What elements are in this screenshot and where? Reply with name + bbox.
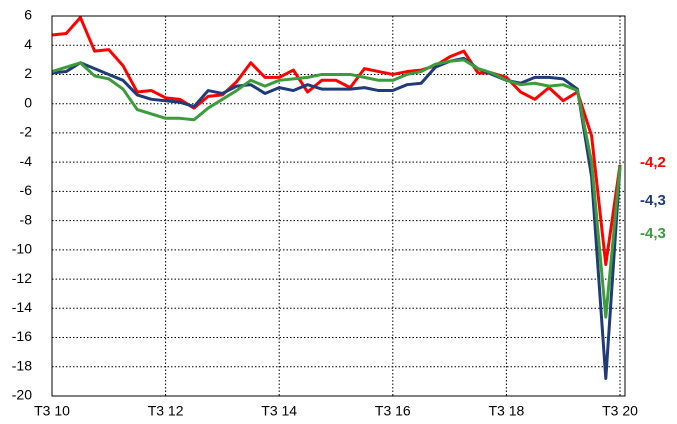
y-tick-label: 6: [24, 7, 32, 23]
lines: [51, 15, 622, 380]
y-tick-label: -4: [20, 153, 33, 169]
y-tick-label: -18: [12, 357, 32, 373]
y-tick-label: -20: [12, 387, 32, 403]
x-tick-label: T3 16: [375, 403, 411, 419]
y-tick-label: 0: [24, 94, 32, 110]
x-tick-label: T3 18: [488, 403, 524, 419]
y-tick-label: -10: [12, 241, 32, 257]
y-tick-label: 4: [24, 36, 32, 52]
y-tick-label: -2: [20, 124, 33, 140]
series-line: [51, 15, 622, 266]
y-tick-label: 2: [24, 65, 32, 81]
y-tick-label: -6: [20, 182, 33, 198]
grid: [51, 15, 625, 397]
y-tick-label: -12: [12, 270, 32, 286]
y-tick-label: -14: [12, 299, 32, 315]
x-tick-label: T3 14: [261, 403, 297, 419]
end-value-label: -4,2: [640, 154, 666, 171]
plot-frame: [51, 15, 626, 397]
y-tick-label: -16: [12, 328, 32, 344]
series-line: [51, 56, 622, 380]
end-value-label: -4,3: [640, 225, 666, 242]
y-tick-label: -8: [20, 211, 33, 227]
x-tick-label: T3 10: [34, 403, 70, 419]
series-line: [51, 58, 622, 319]
end-value-label: -4,3: [640, 192, 666, 209]
x-tick-label: T3 12: [148, 403, 184, 419]
x-tick-label: T3 20: [602, 403, 638, 419]
